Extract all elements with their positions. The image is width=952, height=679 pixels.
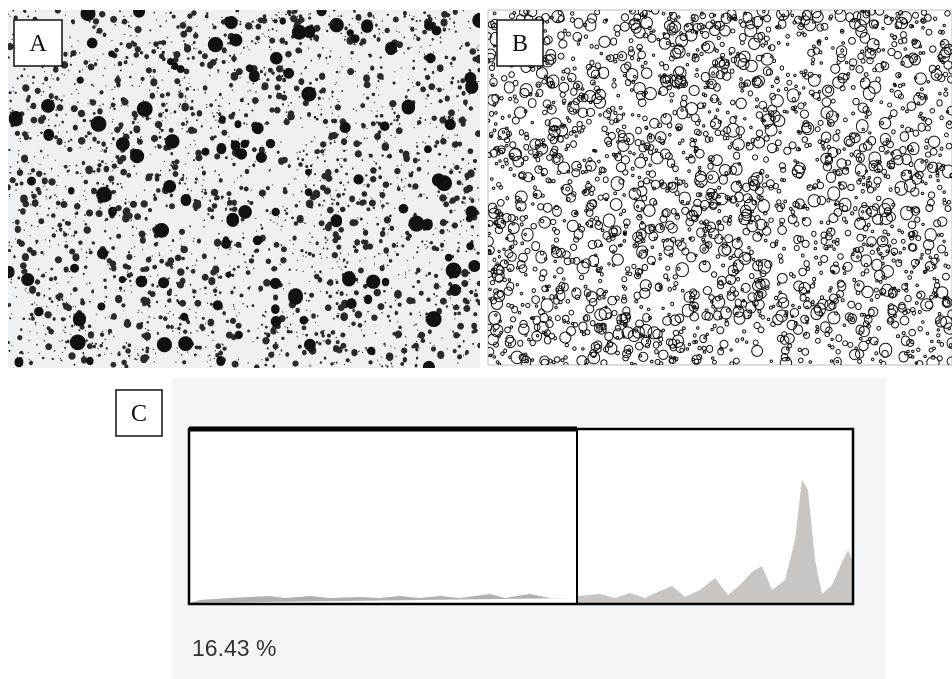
figure: A B C 16.43 % xyxy=(0,0,952,679)
panel-label: B xyxy=(512,31,528,57)
panel-c: C 16.43 % xyxy=(116,378,886,679)
panel-a: A xyxy=(4,6,488,373)
panel-label: A xyxy=(29,31,47,57)
panel-b: B xyxy=(484,4,952,369)
area-fraction: 16.43 % xyxy=(192,635,276,661)
panel-label: C xyxy=(131,401,147,427)
